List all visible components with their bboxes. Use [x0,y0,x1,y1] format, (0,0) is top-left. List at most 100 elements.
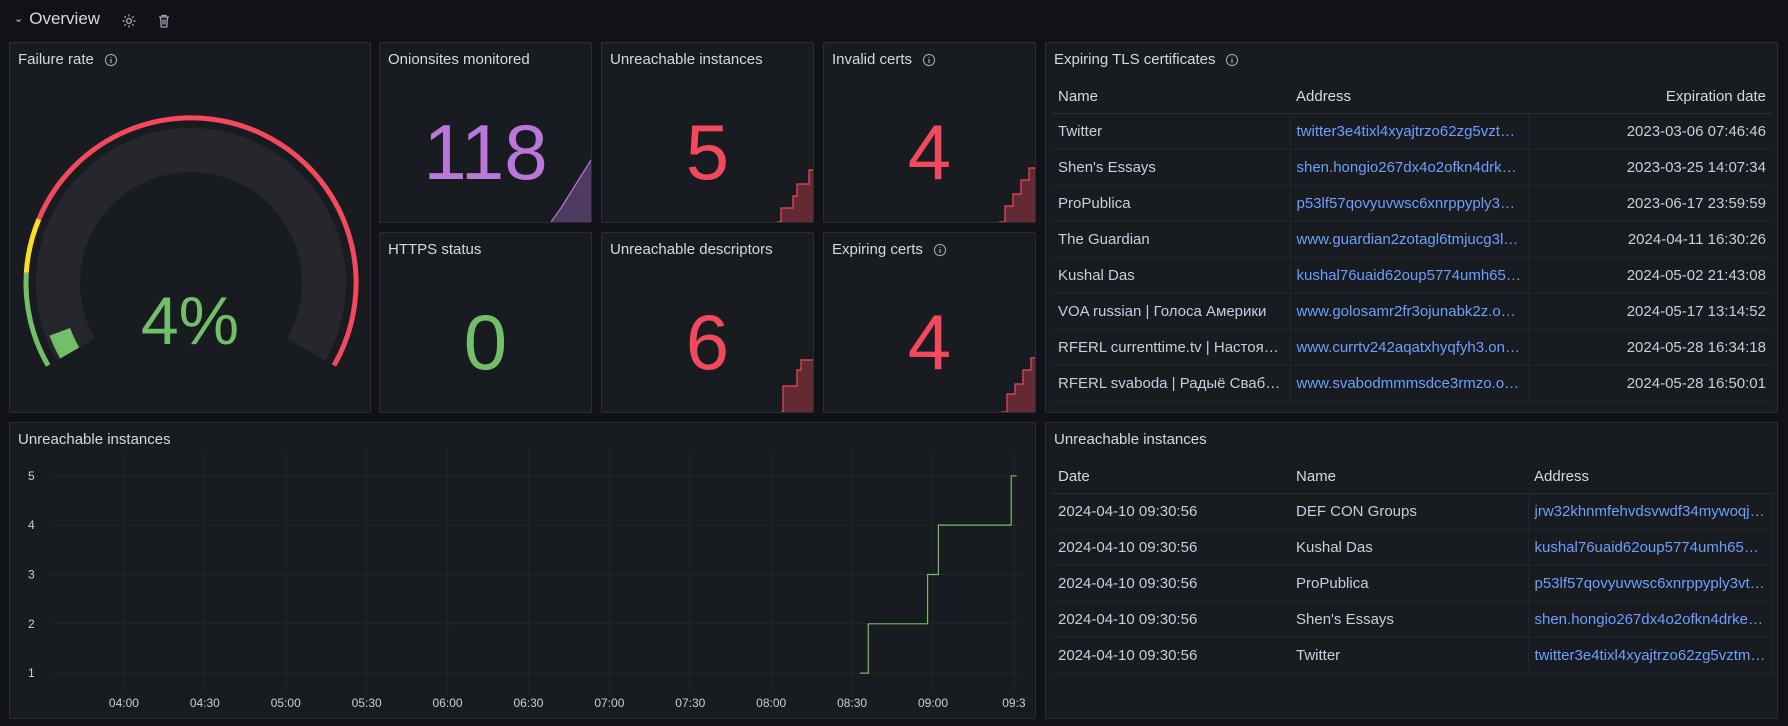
x-tick-label: 09:3 [1002,696,1026,710]
cell-date: 2024-04-10 09:30:56 [1052,601,1290,638]
table-row: 2024-04-10 09:30:56 Shen's Essays shen.hon… [1052,601,1773,638]
y-tick-label: 3 [28,567,35,581]
cell-address-link[interactable]: www.guardian2zotagl6tmjucg3lrhxdk4dw3lhb… [1289,221,1529,258]
panel-unreachable-instances-table[interactable]: Unreachable instances Date Name Address … [1045,422,1778,719]
cell-name: Kushal Das [1290,529,1528,566]
table-row: ProPublica p53lf57qovyuvwsc6xnrppyply3vtq… [1052,185,1772,222]
panel-unreachable-instances-chart[interactable]: Unreachable instances 1 2 3 4 5 04:00 04:30 05:… [9,422,1036,719]
cell-date: 2024-04-10 09:30:56 [1052,529,1290,566]
table-row: 2024-04-10 09:30:56 Twitter twitter3e4tixl… [1052,637,1773,674]
cell-name: RFERL currenttime.tv | Настоящее Время [1052,329,1290,366]
cell-address-link[interactable]: www.golosamr2fr3ojunabk2z.onion [1289,293,1529,330]
cell-address-link[interactable]: jrw32khnmfehvdsvwdf34mywoqj5emvxh4mzbkls… [1527,493,1773,530]
panel-expiring-certs[interactable]: Expiring certs 4 [823,232,1036,413]
onionsites-value: 118 [423,108,548,196]
cell-address-link[interactable]: www.currtv242aqatxhyqfyh3.onion [1289,329,1529,366]
cell-address-link[interactable]: shen.hongio267dx4o2ofkn4drkevxu4hl5tpnzf… [1289,149,1529,186]
invalid-certs-sparkline [999,167,1035,222]
cell-address-link[interactable]: www.svabodmmmsdce3rmzo.onion [1289,365,1529,402]
trash-icon[interactable] [156,13,172,29]
panel-title: Invalid certs [832,51,913,68]
cell-address-link[interactable]: kushal76uaid62oup5774umh654scnu5dwzh4u25… [1289,257,1529,294]
cell-date: 2024-04-10 09:30:56 [1052,637,1290,674]
panel-title: Onionsites monitored [388,51,530,68]
row-collapse-toggle[interactable]: ⌄ Overview [14,9,100,29]
cell-address-link[interactable]: p53lf57qovyuvwsc6xnrppyply3vtqm7l6pcobkm… [1527,565,1773,602]
row-title: Overview [29,9,101,28]
table-row: Kushal Das kushal76uaid62oup5774umh654scn… [1052,257,1772,294]
table-row: RFERL svaboda | Радыё Свабода www.svabodm… [1052,365,1772,402]
cell-name: Shen's Essays [1052,149,1290,186]
chevron-down-icon: ⌄ [14,12,24,25]
cell-address-link[interactable]: shen.hongio267dx4o2ofkn4drkevxu4hl5tpnzf… [1527,601,1773,638]
cell-expiration-date: 2023-03-06 07:46:46 [1528,113,1772,150]
cell-expiration-date: 2024-05-28 16:50:01 [1528,365,1772,402]
panel-title: Unreachable instances [1054,431,1207,448]
x-tick-label: 09:00 [918,696,948,710]
failure-rate-value: 4% [140,283,240,359]
cell-name: RFERL svaboda | Радыё Свабода [1052,365,1290,402]
cell-date: 2024-04-10 09:30:56 [1052,565,1290,602]
cell-name: DEF CON Groups [1290,493,1528,530]
column-header-name[interactable]: Name [1290,461,1528,494]
table-row: RFERL currenttime.tv | Настоящее Времяww… [1052,329,1772,366]
time-series-chart[interactable]: 1 2 3 4 5 04:00 04:30 05:00 05:30 06:00 06:30 07:00… [10,423,1036,719]
unreachable-descriptors-sparkline [781,359,813,412]
cell-name: ProPublica [1290,565,1528,602]
tls-table: Name Address Expiration date Twitter twit… [1052,81,1772,402]
panel-unreachable-instances[interactable]: Unreachable instances 5 [601,42,814,223]
panel-https-status[interactable]: HTTPS status 0 [379,232,592,413]
x-tick-label: 06:30 [513,696,543,710]
gauge-threshold-red [36,115,359,367]
column-header-address[interactable]: Address [1528,461,1772,494]
gauge-threshold-green [23,272,51,367]
expiring-certs-value: 4 [907,298,952,386]
column-header-date[interactable]: Date [1052,461,1290,494]
dashboard-row-header: ⌄ Overview [0,0,1788,40]
unreachable-descriptors-value: 6 [685,298,730,386]
panel-title: Failure rate [18,51,94,68]
cell-expiration-date: 2024-04-11 16:30:26 [1528,221,1772,258]
y-tick-label: 4 [28,518,35,532]
table-row: VOA russian | Голоса Америки www.golosamr… [1052,293,1772,330]
panel-title: Expiring TLS certificates [1054,51,1216,68]
x-tick-label: 07:30 [675,696,705,710]
column-header-address[interactable]: Address [1290,81,1528,114]
x-tick-label: 05:00 [271,696,301,710]
info-icon[interactable] [104,53,118,67]
panel-failure-rate[interactable]: Failure rate 4% [9,42,371,413]
gear-icon[interactable] [121,13,137,29]
column-header-expiration-date[interactable]: Expiration date [1528,81,1772,114]
invalid-certs-value: 4 [907,108,952,196]
cell-address-link[interactable]: kushal76uaid62oup5774umh654scnu5dwzh4u25… [1527,529,1773,566]
cell-name: VOA russian | Голоса Америки [1052,293,1290,330]
gauge-value-arc [49,327,80,359]
cell-address-link[interactable]: p53lf57qovyuvwsc6xnrppyply3vtqm7l6pcobkm… [1289,185,1529,222]
info-icon[interactable] [933,243,947,257]
cell-address-link[interactable]: twitter3e4tixl4xyajtrzo62zg5vztmjuricljd… [1289,113,1529,150]
info-icon[interactable] [1225,53,1239,67]
unreachable-instances-sparkline [777,169,813,222]
cell-name: Kushal Das [1052,257,1290,294]
panel-onionsites-monitored[interactable]: Onionsites monitored 118 [379,42,592,223]
cell-address-link[interactable]: twitter3e4tixl4xyajtrzo62zg5vztmjuricljd… [1527,637,1773,674]
cell-name: ProPublica [1052,185,1290,222]
column-header-name[interactable]: Name [1052,81,1290,114]
panel-title: HTTPS status [388,241,482,258]
table-row: Twitter twitter3e4tixl4xyajtrzo62zg5vztmj… [1052,113,1772,150]
table-row: The Guardian www.guardian2zotagl6tmjucg3l… [1052,221,1772,258]
https-status-value: 0 [463,298,508,386]
y-tick-label: 5 [28,469,35,483]
info-icon[interactable] [922,53,936,67]
cell-date: 2024-04-10 09:30:56 [1052,493,1290,530]
panel-unreachable-descriptors[interactable]: Unreachable descriptors 6 [601,232,814,413]
unreachable-table: Date Name Address 2024-04-10 09:30:56 DEF… [1052,461,1773,674]
panel-title: Unreachable descriptors [610,241,773,258]
panel-invalid-certs[interactable]: Invalid certs 4 [823,42,1036,223]
cell-name: Twitter [1290,637,1528,674]
gauge [23,115,359,367]
x-tick-label: 04:00 [109,696,139,710]
gauge-threshold-yellow [23,218,42,273]
x-tick-label: 05:30 [352,696,382,710]
panel-expiring-tls-certificates[interactable]: Expiring TLS certificates Name Address E… [1045,42,1778,413]
